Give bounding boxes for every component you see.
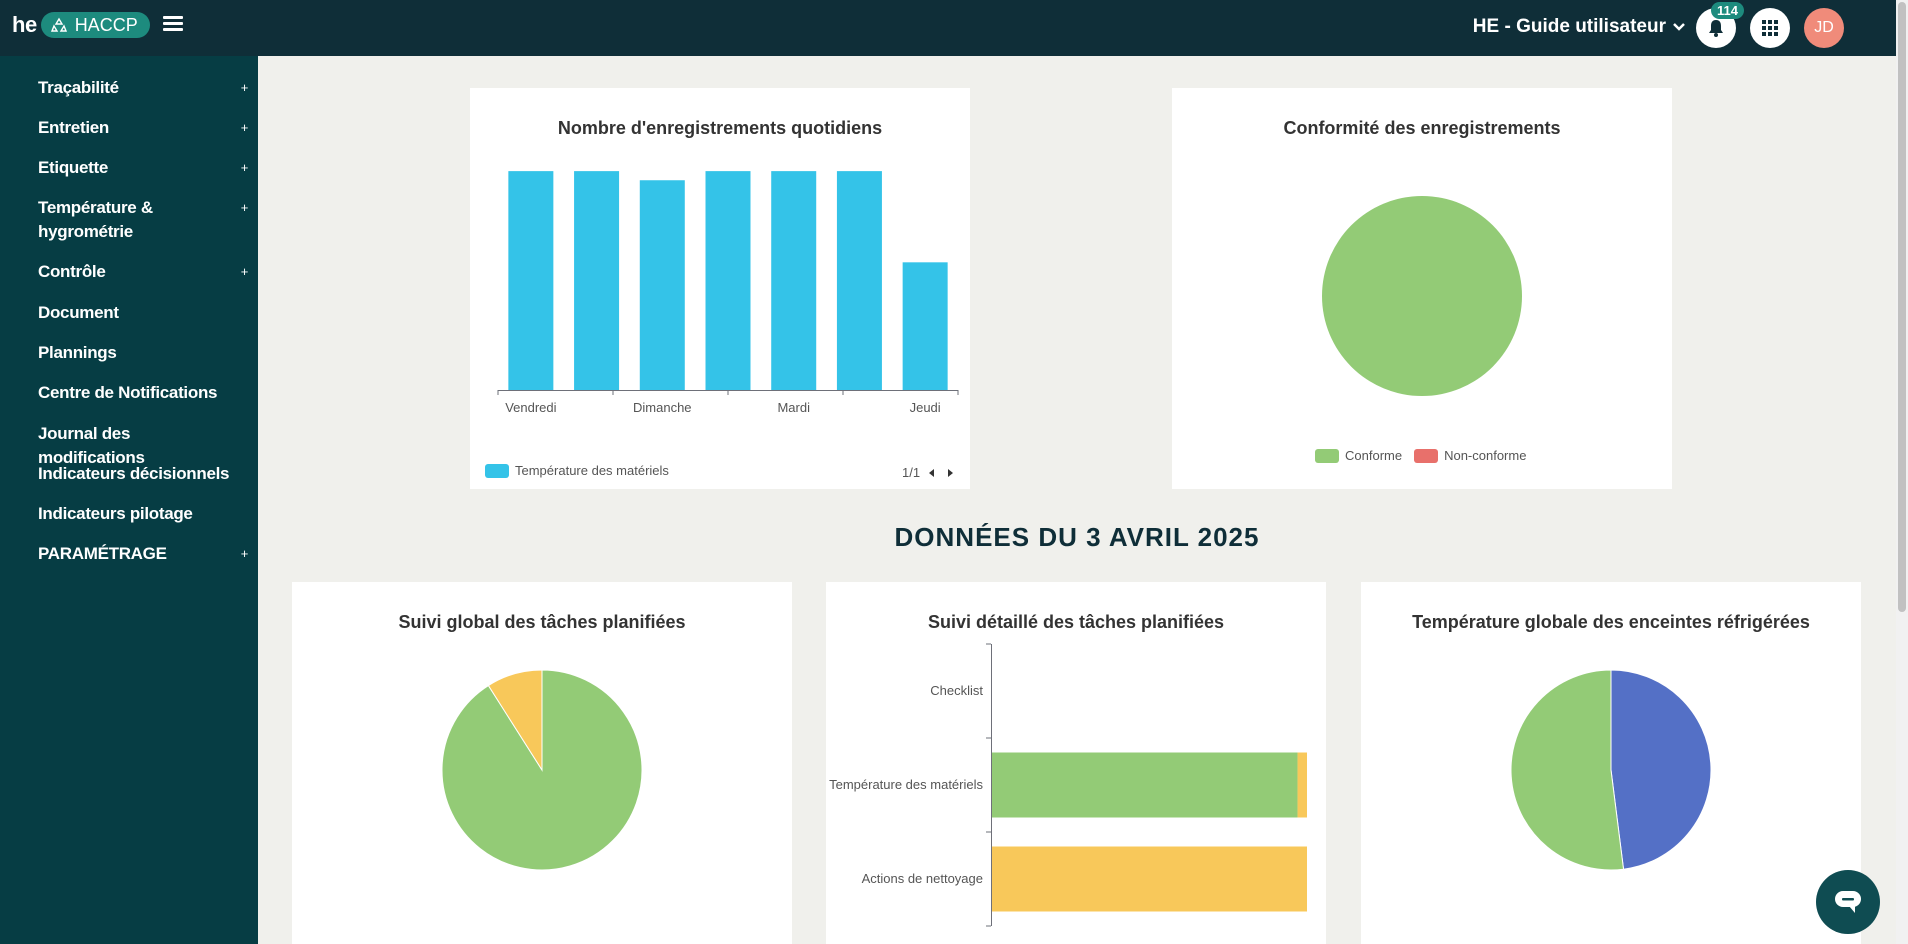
chart-legend[interactable]: Température des matériels <box>485 463 669 478</box>
x-tick-label: Mardi <box>777 400 810 415</box>
chart-legend[interactable]: Conforme Non-conforme <box>1315 448 1526 463</box>
top-bar: he HACCP HE - Guide utilisateur 114 JD <box>0 0 1896 56</box>
logo-haccp-text: HACCP <box>74 14 138 35</box>
sidebar-item-indicateurs-decisionnels[interactable]: Indicateurs décisionnels <box>38 462 238 486</box>
bar[interactable] <box>705 171 751 390</box>
sidebar-item-entretien[interactable]: Entretien + <box>38 116 248 140</box>
sidebar-item-label: Indicateurs décisionnels <box>38 464 230 483</box>
sidebar-item-indicateurs-pilotage[interactable]: Indicateurs pilotage <box>38 502 238 526</box>
sidebar-item-label: Indicateurs pilotage <box>38 504 193 523</box>
menu-toggle-icon[interactable] <box>163 16 183 34</box>
expand-icon: + <box>240 200 249 215</box>
pagination-text: 1/1 <box>902 465 921 480</box>
next-page-icon[interactable] <box>946 468 954 478</box>
chat-icon <box>1835 891 1861 913</box>
chart-title: Conformité des enregistrements <box>1283 118 1561 138</box>
pie-slice[interactable] <box>487 669 543 772</box>
page-scrollbar[interactable] <box>1896 0 1908 944</box>
global-tasks-card: Suivi global des tâches planifiées <box>292 582 792 944</box>
user-avatar[interactable]: JD <box>1804 8 1844 48</box>
legend-label: Conforme <box>1345 448 1403 463</box>
sidebar-item-label: Centre de Notifications <box>38 383 218 402</box>
legend-swatch <box>1315 448 1339 463</box>
sidebar-item-controle[interactable]: Contrôle + <box>38 260 248 284</box>
y-tick-label: Température des matériels <box>829 777 983 792</box>
pie-slice[interactable] <box>1322 196 1522 396</box>
sidebar-item-parametrage[interactable]: PARAMÉTRAGE + <box>38 542 248 566</box>
sidebar-item-label: Etiquette <box>38 158 109 177</box>
legend-label: Température des matériels <box>515 463 669 478</box>
chart-title: Température globale des enceintes réfrig… <box>1412 612 1810 632</box>
legend-pagination: 1/1 <box>902 465 954 480</box>
bar-segment[interactable] <box>992 752 1298 818</box>
chart-title: Nombre d'enregistrements quotidiens <box>557 118 883 138</box>
site-selector-label: HE - Guide utilisateur <box>1472 16 1666 37</box>
bar[interactable] <box>508 171 554 390</box>
section-title: DONNÉES DU 3 AVRIL 2025 <box>894 522 1260 552</box>
daily-records-chart: Vendredi Dimanche Mardi Jeudi <box>497 171 959 415</box>
expand-icon: + <box>240 264 249 279</box>
sidebar-item-etiquette[interactable]: Etiquette + <box>38 156 248 180</box>
sidebar-item-label: Document <box>38 303 119 322</box>
chart-title: Suivi global des tâches planifiées <box>398 612 686 632</box>
x-tick-label: Vendredi <box>505 400 556 415</box>
conformity-card: Conformité des enregistrements Conforme … <box>1172 88 1672 489</box>
sidebar-item-label: Traçabilité <box>38 78 119 97</box>
bar-segment[interactable] <box>992 846 1307 912</box>
sidebar-item-label: Contrôle <box>38 262 106 281</box>
sidebar-item-document[interactable]: Document <box>38 301 238 325</box>
sidebar-item-label: Entretien <box>38 118 109 137</box>
prev-page-icon[interactable] <box>928 468 936 478</box>
legend-swatch <box>1414 448 1439 463</box>
scrollbar-thumb[interactable] <box>1898 2 1906 612</box>
bar[interactable] <box>574 171 620 390</box>
global-tasks-pie-chart <box>441 669 643 871</box>
bar[interactable] <box>639 180 685 390</box>
grid-icon <box>1762 20 1778 36</box>
x-tick-label: Jeudi <box>910 400 941 415</box>
bar[interactable] <box>771 171 817 390</box>
detailed-tasks-chart: Checklist Température des matériels Action… <box>829 643 1307 927</box>
sidebar-item-label: PARAMÉTRAGE <box>38 544 167 563</box>
fridge-temperature-pie-chart <box>1510 669 1712 871</box>
notification-count-badge: 114 <box>1711 2 1744 19</box>
logo-he: he <box>12 12 37 37</box>
legend-swatch <box>485 463 509 478</box>
bell-icon <box>1709 20 1723 37</box>
bar[interactable] <box>902 262 948 390</box>
bar[interactable] <box>836 171 882 390</box>
chart-title: Suivi détaillé des tâches planifiées <box>927 612 1225 632</box>
sidebar-item-temperature[interactable]: Température & hygrométrie + <box>38 196 248 244</box>
y-tick-label: Checklist <box>930 683 983 698</box>
sidebar-item-label: Température & hygrométrie <box>38 198 153 241</box>
daily-records-card: Nombre d'enregistrements quotidiens Vend… <box>470 88 970 489</box>
site-selector[interactable]: HE - Guide utilisateur <box>1473 16 1686 38</box>
app-logo[interactable]: he HACCP <box>12 12 150 38</box>
bar-segment[interactable] <box>1297 752 1307 818</box>
sidebar-item-tracabilite[interactable]: Traçabilité + <box>38 76 248 100</box>
sidebar-item-plannings[interactable]: Plannings <box>38 341 238 365</box>
chevron-down-icon <box>1673 23 1685 31</box>
y-tick-label: Actions de nettoyage <box>862 871 983 886</box>
legend-label: Non-conforme <box>1444 448 1527 463</box>
expand-icon: + <box>240 120 249 135</box>
x-tick-label: Dimanche <box>633 400 692 415</box>
fridge-temperature-card: Température globale des enceintes réfrig… <box>1361 582 1861 944</box>
recycle-icon <box>50 17 67 32</box>
pie-slice[interactable] <box>1510 669 1625 871</box>
sidebar: Traçabilité + Entretien + Etiquette + Tempé… <box>0 56 258 944</box>
detailed-tasks-card: Suivi détaillé des tâches planifiées Che… <box>826 582 1326 944</box>
pie-slice[interactable] <box>1610 669 1712 870</box>
sidebar-item-label: Journal des modifications <box>38 424 145 467</box>
sidebar-item-notifications[interactable]: Centre de Notifications <box>38 381 238 405</box>
sidebar-item-journal[interactable]: Journal des modifications <box>38 422 238 470</box>
conformity-pie-chart <box>1322 196 1522 396</box>
chat-support-button[interactable] <box>1816 870 1880 934</box>
expand-icon: + <box>240 546 249 561</box>
sidebar-item-label: Plannings <box>38 343 117 362</box>
expand-icon: + <box>240 80 249 95</box>
expand-icon: + <box>240 160 249 175</box>
logo-haccp-pill: HACCP <box>40 12 150 38</box>
apps-button[interactable] <box>1750 8 1790 48</box>
